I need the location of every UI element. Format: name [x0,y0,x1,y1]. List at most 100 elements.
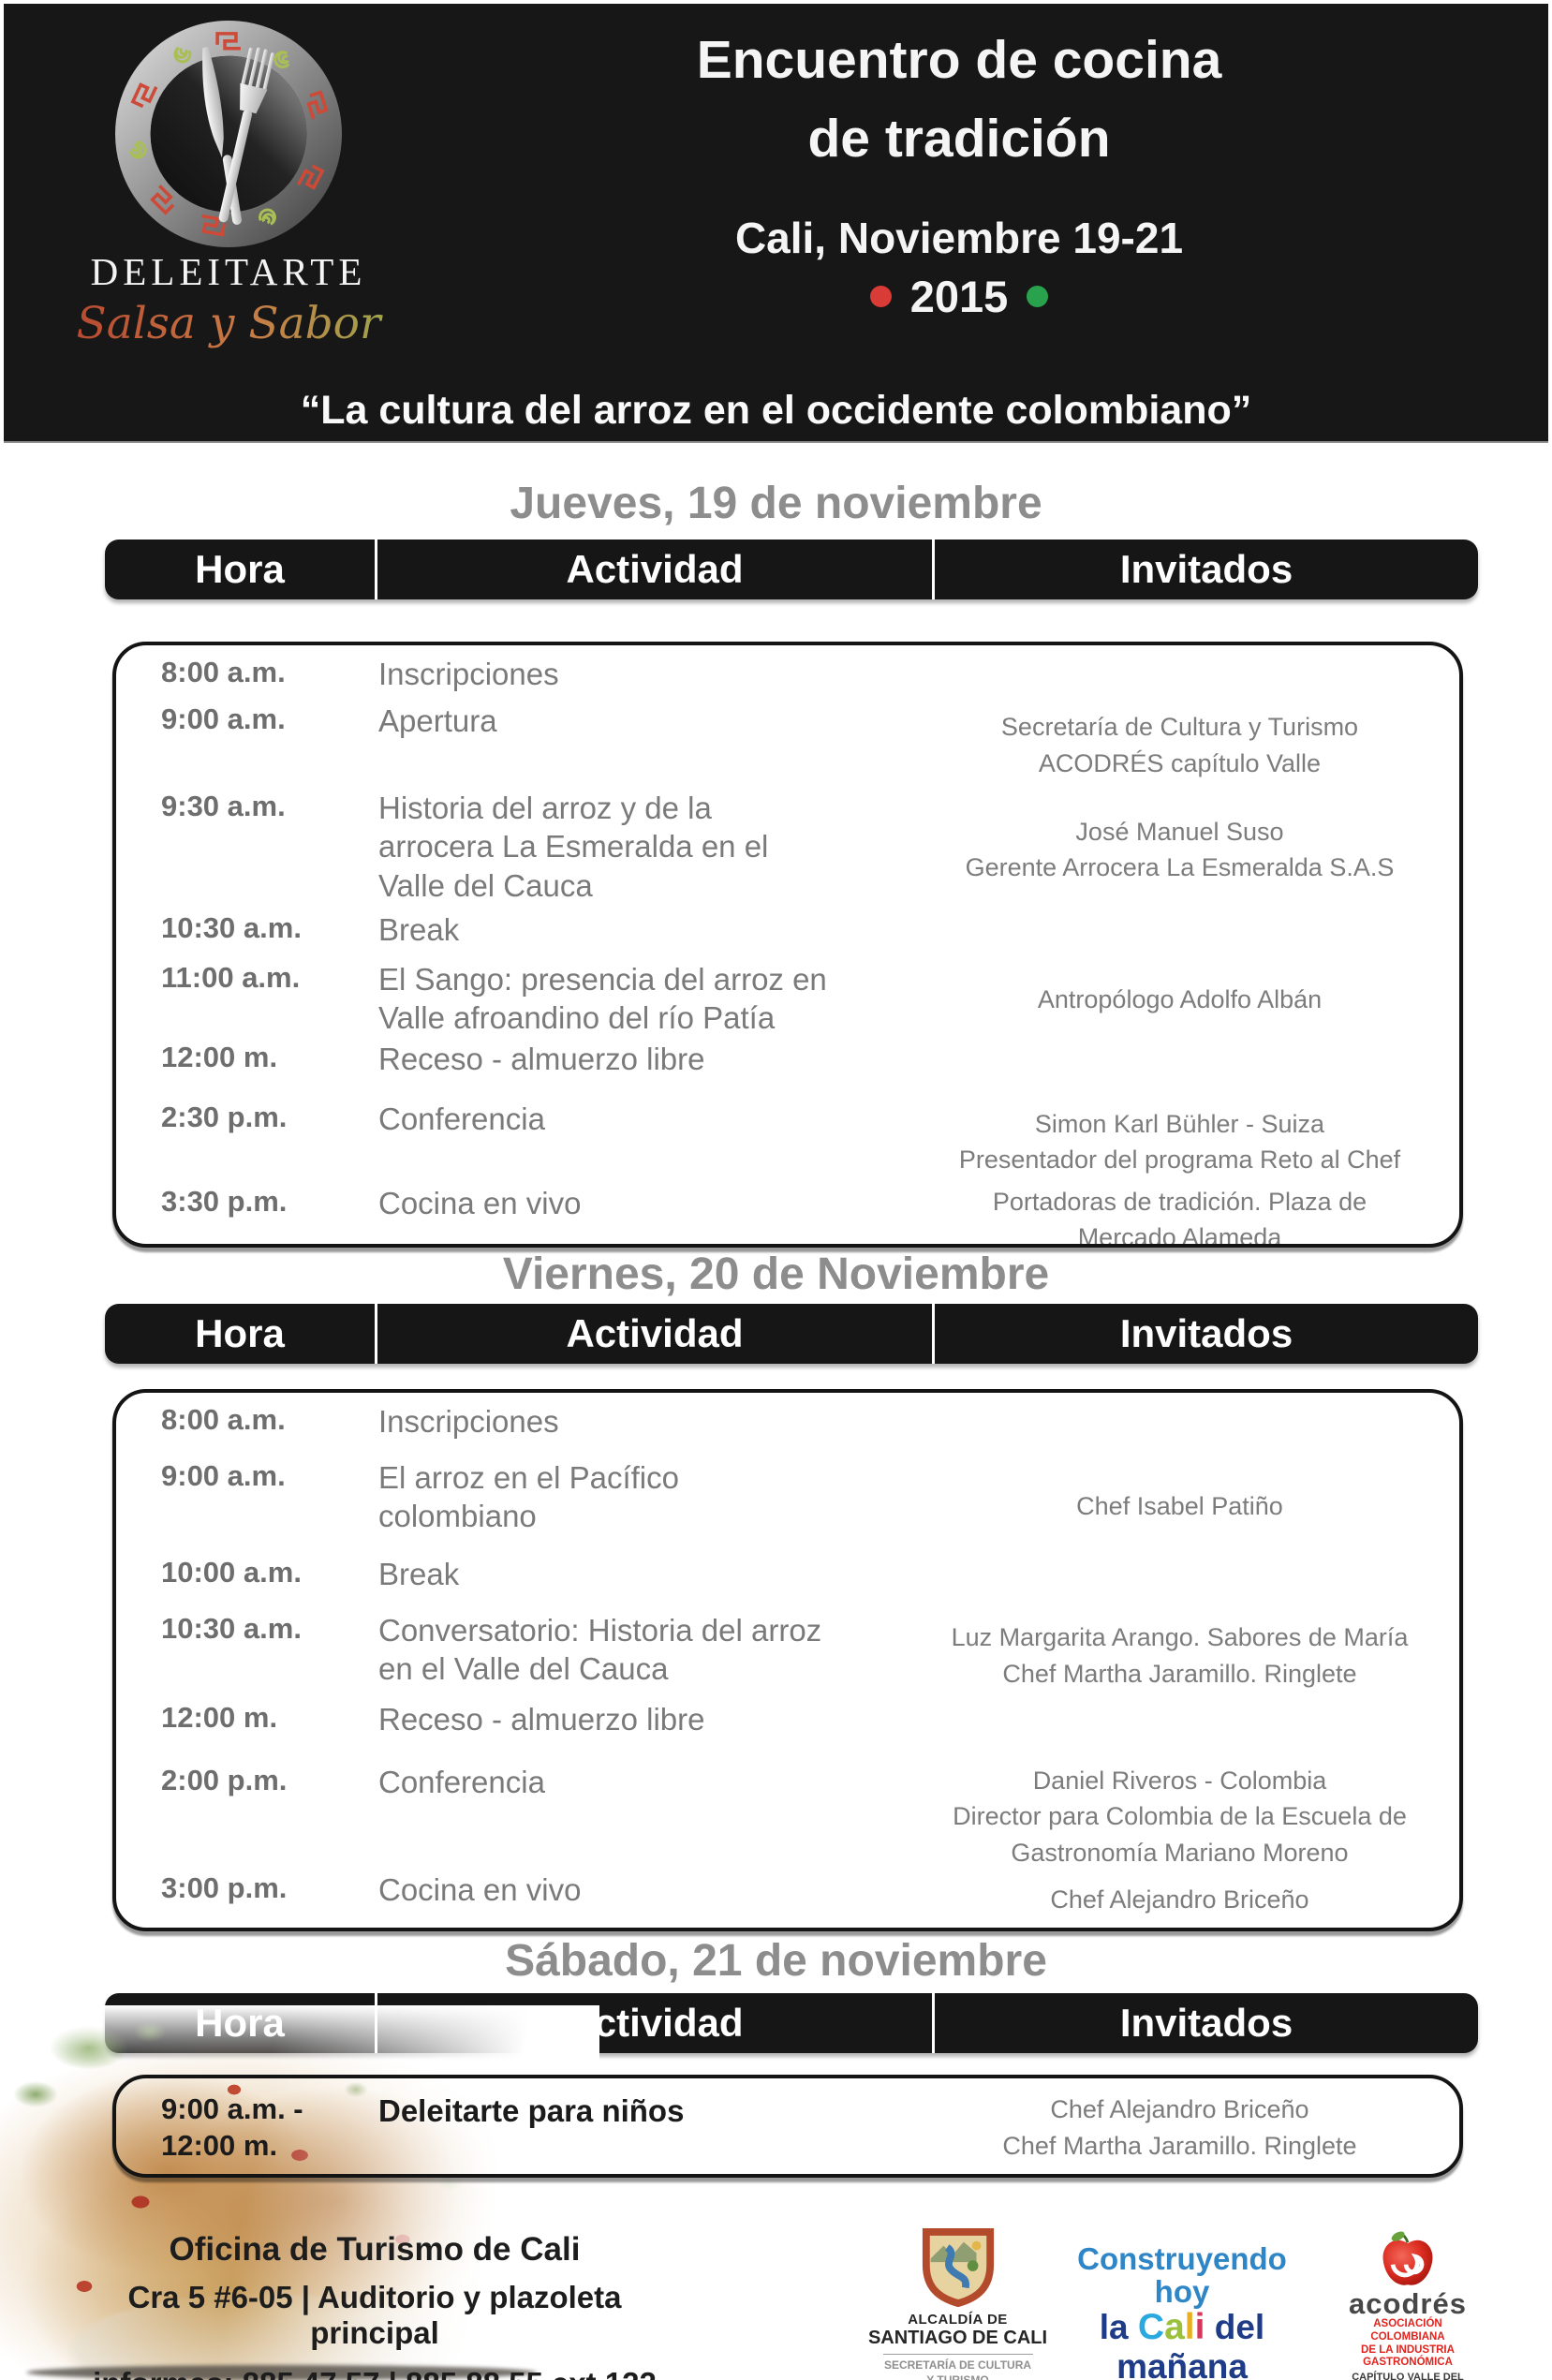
acodres-apple-icon [1382,2231,1433,2285]
construyendo-la: la [1099,2308,1138,2347]
event-place-date: Cali, Noviembre 19-21 [734,213,1184,262]
guests-cell: Chef Isabel Patiño [1076,1492,1283,1521]
cali-letter-a: a [1164,2307,1185,2348]
time-cell: 2:30 p.m. [161,1101,288,1133]
alcaldia-line2: SANTIAGO DE CALI [867,2328,1048,2348]
guests-cell: José Manuel Suso Gerente Arrocera La Esm… [965,817,1395,881]
header: DELEITARTE Salsa y Sabor Encuentro de co… [4,4,1548,443]
brand-script-tagline: Salsa y Sabor [55,298,402,349]
time-cell: 8:00 a.m. [161,656,286,688]
construyendo-line2: la Cali del mañana [1051,2307,1313,2380]
fork-shape [218,47,275,223]
table-header-viernes: Hora Actividad Invitados [105,1304,1478,1364]
guests-cell: Chef Alejandro Briceño [1050,1885,1309,1914]
table-row: 10:00 a.m. Break [144,1555,1459,1611]
time-cell: 11:00 a.m. [161,961,301,994]
activity-cell: Inscripciones [378,1404,559,1439]
time-cell: 12:00 m. [161,1041,278,1073]
time-cell: 3:30 p.m. [161,1185,288,1218]
table-row: 12:00 m. Receso - almuerzo libre [144,1700,1459,1763]
day-title-viernes: Viernes, 20 de Noviembre [502,1249,1050,1299]
column-header-hora: Hora [195,547,285,591]
table-row: 8:00 a.m. Inscripciones [144,655,1459,702]
time-cell: 9:00 a.m. [161,702,286,735]
activity-cell: Break [378,912,460,947]
time-cell: 10:00 a.m. [161,1556,302,1589]
activity-cell: Receso - almuerzo libre [378,1702,705,1737]
table-row: 9:00 a.m. - 12:00 m. Deleitarte para niñ… [144,2092,1459,2165]
acodres-line2: DE LA INDUSTRIA GASTRONÓMICA [1361,2343,1455,2369]
table-row: 9:00 a.m. Apertura Secretaría de Cultura… [144,702,1459,789]
deleitarte-logo: DELEITARTE Salsa y Sabor [55,21,402,349]
activity-cell: Apertura [378,703,497,738]
activity-cell: Inscripciones [378,657,559,691]
acodres-logo: acodrés ASOCIACIÓN COLOMBIANA DE LA INDU… [1338,2231,1478,2380]
table-row: 3:00 p.m. Cocina en vivo Chef Alejandro … [144,1870,1459,1928]
activity-cell: Conversatorio: Historia del arroz en el … [378,1613,822,1687]
cali-letter-c: C [1137,2307,1165,2348]
table-row: 2:30 p.m. Conferencia Simon Karl Bühler … [144,1100,1459,1184]
time-cell: 12:00 m. [161,1701,278,1734]
alcaldia-divider [882,2354,1033,2355]
table-row: 9:30 a.m. Historia del arroz y de la arr… [144,789,1459,910]
green-dot-icon [1027,285,1049,307]
time-cell: 3:00 p.m. [161,1871,288,1904]
time-cell: 10:30 a.m. [161,911,302,944]
plate-shadow [26,2365,537,2380]
table-row: 10:30 a.m. Break [144,910,1459,960]
column-header-actividad: Actividad [375,1304,932,1364]
schedule-table-viernes: 8:00 a.m. Inscripciones 9:00 a.m. El arr… [112,1389,1463,1931]
footer-venue-block: Oficina de Turismo de Cali Cra 5 #6-05 |… [66,2231,684,2380]
event-title-line1: Encuentro de cocina [696,30,1222,90]
column-header-hora: Hora [195,1311,285,1355]
guests-cell: Secretaría de Cultura y Turismo ACODRÉS … [1000,713,1359,777]
activity-cell: Historia del arroz y de la arrocera La E… [378,791,769,903]
cali-letter-l: l [1184,2307,1195,2348]
column-header-invitados: Invitados [932,540,1478,599]
activity-cell: El arroz en el Pacífico colombiano [378,1460,679,1534]
time-cell: 10:30 a.m. [161,1612,302,1645]
schedule-table-sabado: 9:00 a.m. - 12:00 m. Deleitarte para niñ… [112,2075,1463,2178]
time-cell: 2:00 p.m. [161,1764,288,1796]
time-cell: 9:30 a.m. [161,790,286,822]
activity-cell: Deleitarte para niños [378,2093,685,2128]
table-row: 9:00 a.m. El arroz en el Pacífico colomb… [144,1458,1459,1555]
activity-cell: Break [378,1557,460,1591]
table-row: 8:00 a.m. Inscripciones [144,1402,1459,1458]
event-quote: “La cultura del arroz en el occidente co… [300,388,1252,433]
alcaldia-line3: SECRETARÍA DE CULTURA [883,2358,1032,2372]
plate-fork-knife-icon [115,21,342,247]
time-cell: 8:00 a.m. [161,1403,286,1436]
table-header-jueves: Hora Actividad Invitados [105,540,1478,599]
activity-cell: Cocina en vivo [378,1872,582,1907]
activity-cell: Conferencia [378,1765,545,1799]
day-title-jueves: Jueves, 19 de noviembre [510,479,1042,528]
alcaldia-line1: ALCALDÍA DE [908,2312,1008,2328]
construyendo-logo: Construyendo hoy la Cali del mañana ALCA… [1051,2241,1313,2380]
column-header-actividad: Actividad [375,540,932,599]
guests-cell: Chef Alejandro Briceño Chef Martha Jaram… [1002,2095,1357,2160]
event-title-block: Encuentro de cocina de tradición Cali, N… [406,21,1512,322]
table-row: 11:00 a.m. El Sango: presencia del arroz… [144,960,1459,1040]
guests-cell: Simon Karl Bühler - Suiza Presentador de… [958,1109,1401,1174]
guests-cell: Daniel Riveros - Colombia Director para … [953,1767,1407,1867]
contact-phones: informes: 885 47 57 | 885 88 55 ext 122 [66,2366,684,2380]
alcaldia-logo: ALCALDÍA DE SANTIAGO DE CALI SECRETARÍA … [866,2227,1049,2380]
activity-cell: El Sango: presencia del arroz en Valle a… [378,962,827,1036]
venue-name: Oficina de Turismo de Cali [169,2231,581,2268]
alcaldia-line4: Y TURISMO [926,2373,989,2380]
red-dot-icon [869,285,892,307]
table-row: 3:30 p.m. Cocina en vivo Portadoras de t… [144,1184,1459,1244]
time-cell: 9:00 a.m. - 12:00 m. [161,2092,303,2162]
construyendo-rest: del mañana [1116,2308,1265,2380]
acodres-name: acodrés [1349,2287,1467,2320]
activity-cell: Cocina en vivo [378,1186,582,1220]
event-title-line2: de tradición [807,109,1111,170]
venue-address: Cra 5 #6-05 | Auditorio y plazoleta prin… [127,2280,622,2350]
alcaldia-crest-icon [922,2228,994,2308]
day-title-sabado: Sábado, 21 de noviembre [505,1936,1047,1986]
column-header-invitados: Invitados [932,1304,1478,1364]
table-row: 10:30 a.m. Conversatorio: Historia del a… [144,1611,1459,1700]
construyendo-line1: Construyendo hoy [1077,2241,1287,2309]
